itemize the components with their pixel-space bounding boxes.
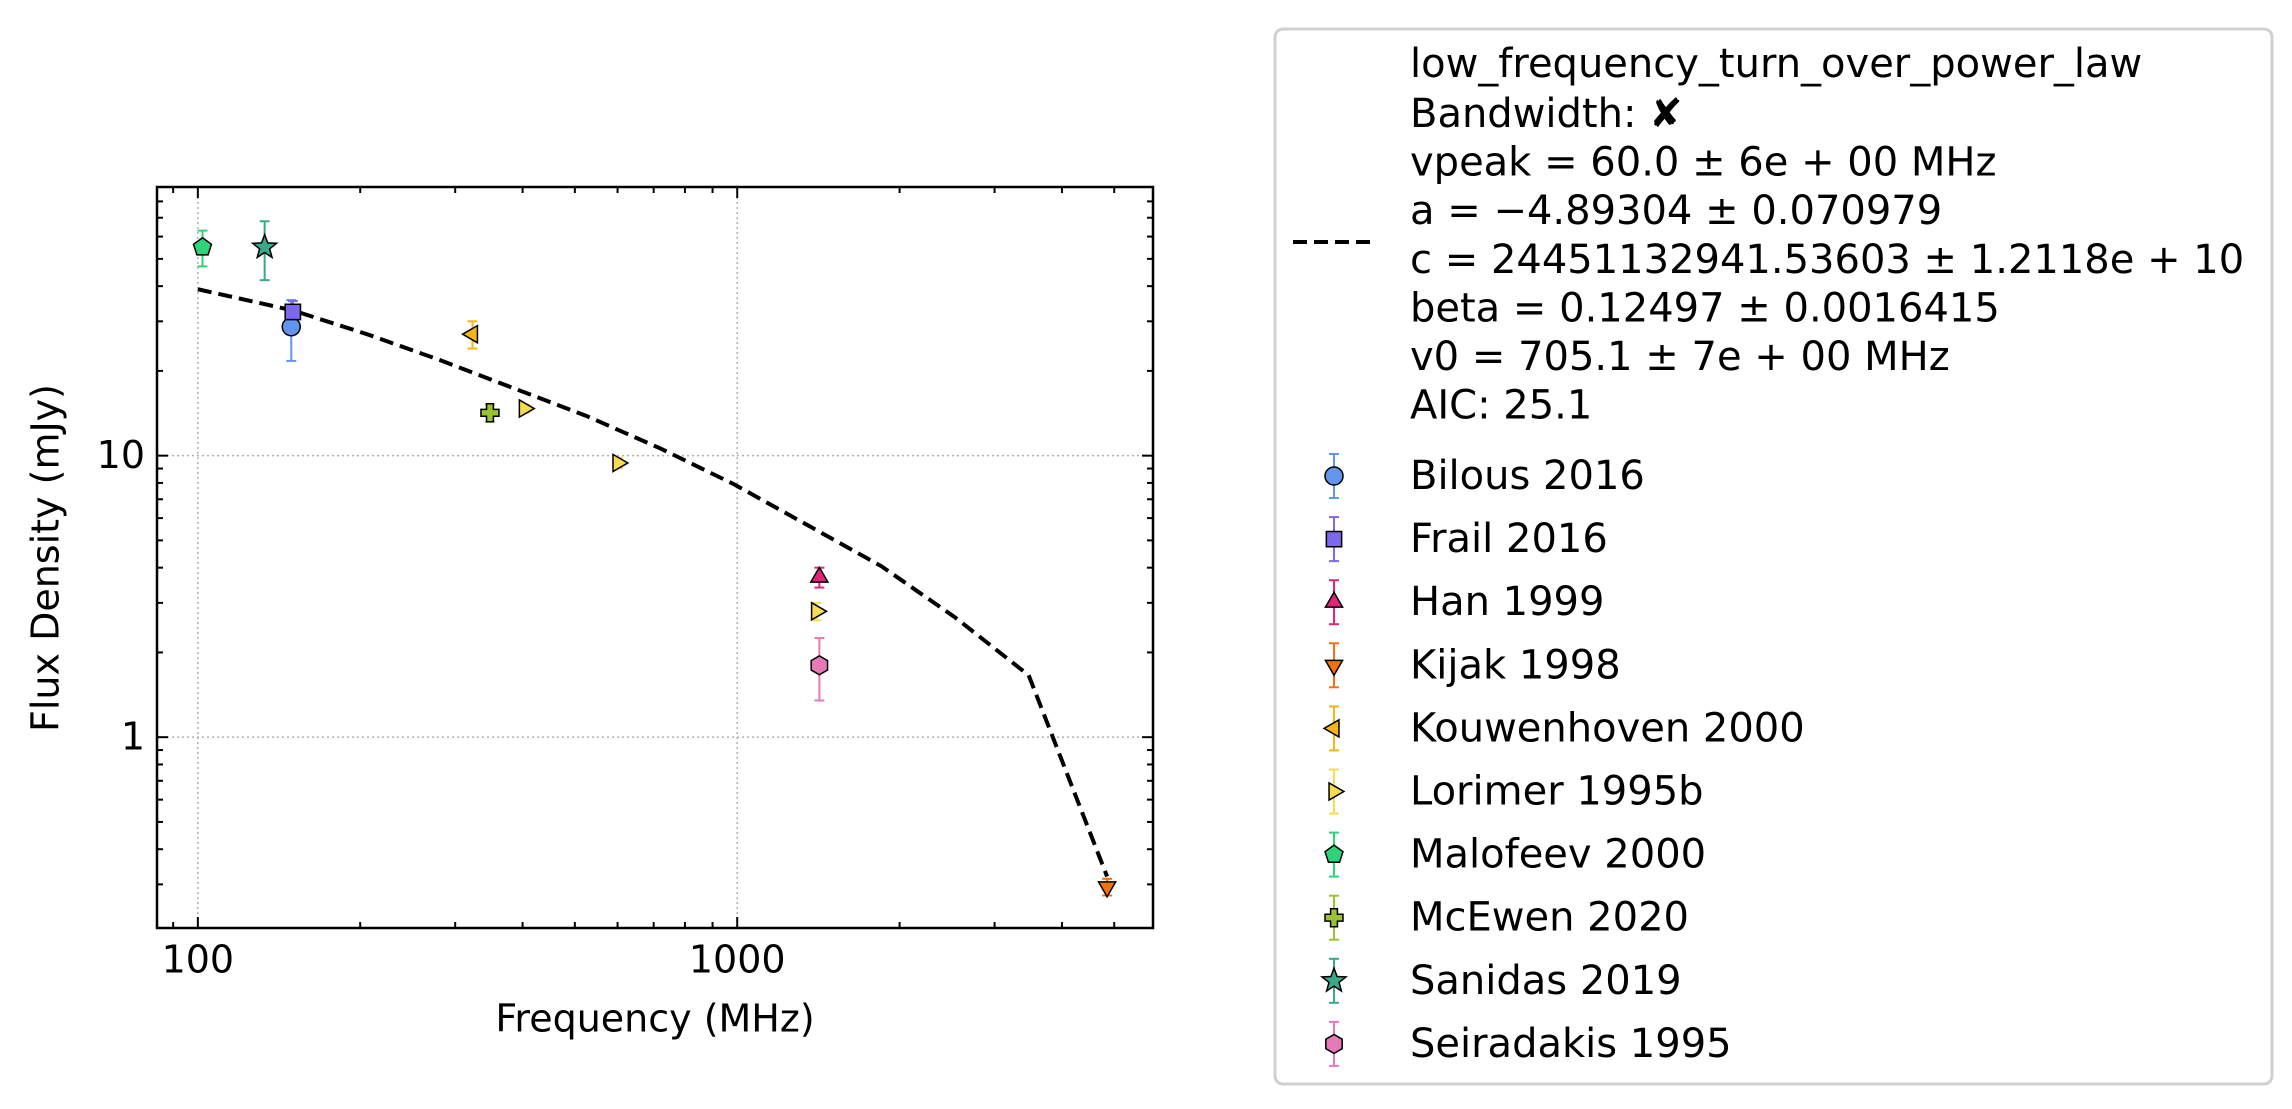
legend-label: c = 24451132941.53603 ± 1.2118e + 10 bbox=[1410, 237, 2244, 283]
data-point bbox=[281, 316, 302, 337]
legend-label: McEwen 2020 bbox=[1410, 895, 1689, 941]
legend-label: Sanidas 2019 bbox=[1410, 958, 1682, 1004]
legend-label: Kijak 1998 bbox=[1410, 642, 1621, 688]
data-point bbox=[809, 565, 830, 583]
y-tick-label: 10 bbox=[97, 433, 145, 477]
x-tick-label: 100 bbox=[162, 938, 235, 982]
legend-marker bbox=[1324, 466, 1344, 486]
legend-label: Seiradakis 1995 bbox=[1410, 1021, 1732, 1067]
legend-marker bbox=[1324, 907, 1344, 928]
data-point bbox=[810, 601, 828, 622]
data-point bbox=[461, 324, 479, 345]
legend-label: v0 = 705.1 ± 7e + 00 MHz bbox=[1410, 334, 1950, 380]
legend-label: Han 1999 bbox=[1410, 579, 1604, 625]
legend-marker bbox=[1324, 659, 1344, 677]
data-point bbox=[480, 403, 500, 423]
legend-label: low_frequency_turn_over_power_law bbox=[1410, 41, 2142, 87]
legend-label: vpeak = 60.0 ± 6e + 00 MHz bbox=[1410, 140, 1997, 186]
legend-marker bbox=[1325, 1033, 1343, 1055]
legend-box bbox=[1273, 27, 2274, 1086]
legend-label: beta = 0.12497 ± 0.0016415 bbox=[1410, 285, 2000, 331]
y-tick-label: 1 bbox=[121, 715, 145, 759]
plot-frame bbox=[155, 185, 1155, 930]
x-axis-label: Frequency (MHz) bbox=[495, 997, 814, 1041]
fit-line bbox=[197, 287, 1109, 878]
legend-label: Bilous 2016 bbox=[1410, 453, 1645, 499]
legend-label: Lorimer 1995b bbox=[1410, 769, 1704, 815]
data-point bbox=[250, 232, 279, 260]
legend-marker bbox=[1325, 530, 1343, 548]
legend-label: Kouwenhoven 2000 bbox=[1410, 705, 1805, 751]
data-point bbox=[810, 655, 829, 676]
data-point bbox=[518, 398, 536, 419]
data-point bbox=[192, 236, 213, 256]
data-point bbox=[1097, 881, 1117, 899]
x-tick-label: 1000 bbox=[689, 938, 786, 982]
data-point bbox=[284, 303, 302, 321]
legend-label: Frail 2016 bbox=[1410, 516, 1608, 562]
legend-label: a = −4.89304 ± 0.070979 bbox=[1410, 188, 1942, 234]
legend-marker bbox=[1324, 844, 1344, 863]
legend-label: AIC: 25.1 bbox=[1410, 383, 1592, 429]
data-point bbox=[612, 453, 630, 473]
legend-label: Malofeev 2000 bbox=[1410, 832, 1706, 878]
legend-marker bbox=[1322, 718, 1340, 739]
legend-marker bbox=[1328, 781, 1346, 802]
legend-marker bbox=[1324, 590, 1344, 608]
legend-marker bbox=[1319, 966, 1349, 993]
y-axis-label: Flux Density (mJy) bbox=[24, 384, 68, 732]
legend-label: Bandwidth: ✘ bbox=[1410, 91, 1683, 137]
